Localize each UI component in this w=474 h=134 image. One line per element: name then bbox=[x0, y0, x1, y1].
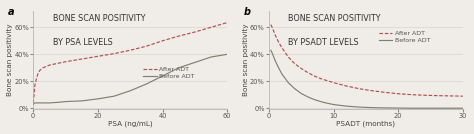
After ADT bbox=[395, 93, 401, 95]
Before ADT bbox=[421, 107, 427, 109]
After ADT bbox=[46, 64, 52, 66]
After ADT bbox=[276, 41, 282, 43]
X-axis label: PSADT (months): PSADT (months) bbox=[337, 121, 395, 127]
After ADT bbox=[35, 72, 41, 74]
Before ADT bbox=[324, 102, 330, 104]
Before ADT bbox=[269, 52, 275, 54]
Before ADT bbox=[344, 105, 349, 107]
After ADT bbox=[331, 82, 337, 83]
Before ADT bbox=[95, 98, 101, 100]
After ADT bbox=[434, 95, 440, 96]
After ADT bbox=[344, 85, 349, 87]
After ADT bbox=[128, 49, 133, 51]
Before ADT bbox=[144, 83, 149, 85]
Before ADT bbox=[383, 107, 388, 109]
Before ADT bbox=[434, 107, 440, 109]
After ADT bbox=[383, 92, 388, 93]
Before ADT bbox=[273, 60, 278, 62]
Before ADT bbox=[34, 102, 39, 104]
After ADT bbox=[298, 68, 304, 69]
Before ADT bbox=[224, 53, 230, 55]
Text: BONE SCAN POSITIVITY

BY PSADT LEVELS: BONE SCAN POSITIVITY BY PSADT LEVELS bbox=[288, 14, 381, 47]
Legend: After ADT, Before ADT: After ADT, Before ADT bbox=[379, 31, 430, 43]
Before ADT bbox=[447, 107, 453, 109]
After ADT bbox=[30, 102, 36, 104]
Before ADT bbox=[32, 102, 38, 104]
After ADT bbox=[273, 35, 278, 36]
Before ADT bbox=[111, 95, 117, 97]
Before ADT bbox=[460, 107, 466, 109]
Before ADT bbox=[370, 107, 375, 108]
After ADT bbox=[305, 72, 310, 73]
After ADT bbox=[79, 58, 84, 60]
X-axis label: PSA (ng/mL): PSA (ng/mL) bbox=[108, 121, 153, 127]
After ADT bbox=[192, 31, 198, 33]
Before ADT bbox=[192, 62, 198, 63]
After ADT bbox=[370, 90, 375, 92]
Before ADT bbox=[311, 99, 317, 100]
Before ADT bbox=[292, 88, 298, 90]
Before ADT bbox=[40, 102, 46, 104]
After ADT bbox=[279, 47, 285, 48]
Before ADT bbox=[276, 67, 282, 69]
Before ADT bbox=[285, 82, 291, 83]
After ADT bbox=[53, 63, 59, 65]
Before ADT bbox=[208, 56, 214, 58]
Before ADT bbox=[79, 100, 84, 102]
Before ADT bbox=[305, 96, 310, 98]
After ADT bbox=[268, 24, 273, 25]
After ADT bbox=[43, 66, 49, 67]
After ADT bbox=[285, 56, 291, 58]
After ADT bbox=[460, 95, 466, 97]
After ADT bbox=[324, 80, 330, 81]
Before ADT bbox=[356, 106, 362, 108]
Line: Before ADT: Before ADT bbox=[271, 50, 463, 108]
After ADT bbox=[408, 94, 414, 96]
Before ADT bbox=[395, 107, 401, 109]
Before ADT bbox=[46, 102, 52, 104]
Text: a: a bbox=[8, 7, 15, 17]
After ADT bbox=[292, 63, 298, 65]
Before ADT bbox=[279, 73, 285, 75]
After ADT bbox=[447, 95, 453, 97]
Before ADT bbox=[408, 107, 414, 109]
After ADT bbox=[269, 27, 275, 28]
After ADT bbox=[111, 53, 117, 54]
Line: After ADT: After ADT bbox=[271, 25, 463, 96]
After ADT bbox=[356, 88, 362, 90]
Before ADT bbox=[56, 101, 62, 103]
Text: b: b bbox=[244, 7, 251, 17]
Text: BONE SCAN POSITIVITY

BY PSA LEVELS: BONE SCAN POSITIVITY BY PSA LEVELS bbox=[53, 14, 145, 47]
After ADT bbox=[34, 78, 39, 79]
Before ADT bbox=[318, 101, 323, 102]
After ADT bbox=[40, 67, 46, 69]
After ADT bbox=[32, 85, 38, 86]
Before ADT bbox=[30, 103, 36, 105]
Before ADT bbox=[268, 49, 273, 51]
Line: After ADT: After ADT bbox=[33, 23, 227, 103]
After ADT bbox=[208, 27, 214, 28]
After ADT bbox=[224, 22, 230, 23]
After ADT bbox=[160, 40, 165, 42]
After ADT bbox=[144, 45, 149, 47]
After ADT bbox=[318, 78, 323, 79]
Before ADT bbox=[176, 67, 182, 69]
Before ADT bbox=[63, 101, 68, 102]
Before ADT bbox=[298, 93, 304, 94]
Before ADT bbox=[37, 102, 43, 104]
Before ADT bbox=[331, 104, 337, 105]
Legend: After ADT, Before ADT: After ADT, Before ADT bbox=[143, 67, 195, 79]
After ADT bbox=[311, 75, 317, 77]
After ADT bbox=[421, 94, 427, 96]
Line: Before ADT: Before ADT bbox=[33, 54, 227, 104]
Before ADT bbox=[128, 90, 133, 92]
After ADT bbox=[95, 55, 101, 57]
After ADT bbox=[63, 61, 68, 63]
Before ADT bbox=[160, 75, 165, 77]
Y-axis label: Bone scan positivity: Bone scan positivity bbox=[243, 24, 248, 96]
After ADT bbox=[176, 35, 182, 37]
Y-axis label: Bone scan positivity: Bone scan positivity bbox=[7, 24, 13, 96]
After ADT bbox=[37, 70, 43, 71]
